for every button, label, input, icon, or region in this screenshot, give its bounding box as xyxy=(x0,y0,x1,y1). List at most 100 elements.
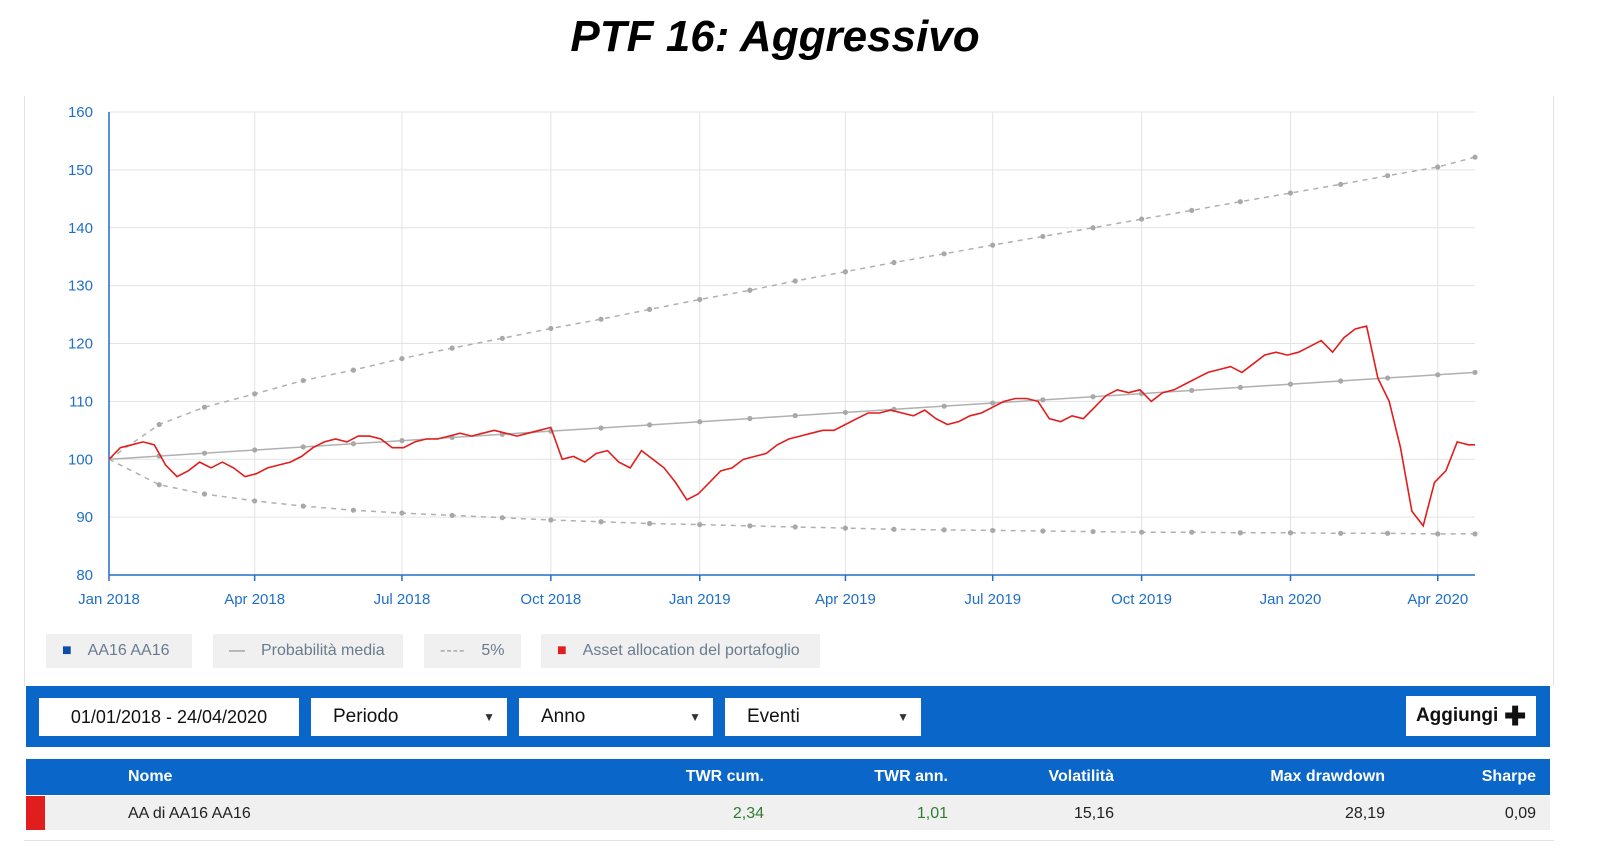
series-point xyxy=(646,520,653,527)
series-point xyxy=(697,522,703,528)
axes xyxy=(108,112,1475,581)
periodo-select[interactable]: Periodo ▼ xyxy=(311,698,507,736)
legend-square-icon: ■ xyxy=(62,642,72,659)
legend-line-icon: — xyxy=(229,642,245,659)
series-line xyxy=(108,325,1475,528)
series-point xyxy=(350,507,356,513)
series-point xyxy=(1338,530,1344,536)
legend-label: Probabilità media xyxy=(261,642,385,659)
series-point xyxy=(499,515,505,521)
y-tick-label: 80 xyxy=(76,567,93,584)
series-point xyxy=(399,438,405,444)
series-point xyxy=(499,335,505,341)
series-point xyxy=(1385,375,1391,381)
header-max-drawdown[interactable]: Max drawdown xyxy=(1270,768,1385,785)
y-tick-label: 160 xyxy=(68,104,93,121)
series-point xyxy=(1338,181,1344,187)
table-row[interactable]: AA di AA16 AA16 2,34 1,01 15,16 28,19 0,… xyxy=(26,796,1550,830)
legend-square-icon: ■ xyxy=(557,642,567,659)
series-point xyxy=(156,421,162,428)
aggiungi-button[interactable]: Aggiungi ✚ xyxy=(1406,696,1536,736)
series-color-marker xyxy=(26,796,45,830)
header-twr-ann[interactable]: TWR ann. xyxy=(874,768,948,785)
x-tick-label: Apr 2020 xyxy=(1407,591,1468,608)
series-point xyxy=(792,524,798,530)
series-point xyxy=(1472,531,1478,537)
series-point xyxy=(449,512,455,518)
legend-item-aa16[interactable]: ■ AA16 AA16 xyxy=(46,634,192,668)
series-point xyxy=(201,404,208,410)
frame-left-border xyxy=(24,96,25,686)
series-point xyxy=(252,391,258,397)
header-twr-cum[interactable]: TWR cum. xyxy=(685,768,764,785)
cell-nome: AA di AA16 AA16 xyxy=(128,805,251,822)
series-point xyxy=(1385,173,1391,179)
series-line xyxy=(108,458,1475,535)
series-point xyxy=(1138,216,1145,222)
cell-max-drawdown: 28,19 xyxy=(1344,805,1385,822)
header-sharpe[interactable]: Sharpe xyxy=(1481,768,1536,785)
legend-dashed-line-icon: ---- xyxy=(440,642,466,659)
series-point xyxy=(1090,394,1096,400)
series-point xyxy=(548,325,554,332)
series-point xyxy=(1338,378,1344,384)
page-title: PTF 16: Aggressivo xyxy=(570,12,980,61)
series-point xyxy=(747,523,753,529)
series-point xyxy=(449,345,455,351)
filter-toolbar: 01/01/2018 - 24/04/2020 Periodo ▼ Anno ▼… xyxy=(26,686,1550,747)
cell-twr-ann: 1,01 xyxy=(916,805,948,822)
series-point xyxy=(1090,225,1096,231)
y-tick-label: 110 xyxy=(69,393,93,410)
cell-twr-cum: 2,34 xyxy=(732,805,764,822)
y-tick-label: 90 xyxy=(76,509,93,526)
x-tick-label: Jan 2020 xyxy=(1260,591,1322,608)
series-point xyxy=(1435,531,1441,537)
series-point xyxy=(1040,528,1046,534)
series-point xyxy=(747,415,753,422)
series-point xyxy=(252,498,258,504)
series-point xyxy=(1287,190,1294,196)
series-point xyxy=(1090,528,1096,535)
series-point xyxy=(598,519,604,525)
series-point xyxy=(646,306,653,312)
series-point xyxy=(350,441,356,447)
series-point xyxy=(1189,387,1195,394)
x-tick-label: Jul 2019 xyxy=(964,591,1021,608)
series-point xyxy=(350,367,356,373)
series-point xyxy=(941,527,947,533)
x-tick-label: Jul 2018 xyxy=(374,591,431,608)
legend-item-probabilita-media[interactable]: — Probabilità media xyxy=(213,634,403,668)
table-header: Nome TWR cum. TWR ann. Volatilità Max dr… xyxy=(26,759,1550,795)
x-tick-label: Apr 2019 xyxy=(815,591,876,608)
legend-item-5-percent[interactable]: ---- 5% xyxy=(424,634,521,668)
series-point xyxy=(990,400,996,406)
x-tick-label: Oct 2018 xyxy=(520,591,581,608)
series-point xyxy=(1287,381,1294,387)
series-point xyxy=(792,278,798,284)
series-point xyxy=(399,355,405,362)
x-tick-label: Jan 2019 xyxy=(669,591,731,608)
series-point xyxy=(548,517,554,523)
series-point xyxy=(598,316,604,322)
series-point xyxy=(891,259,897,266)
caret-down-icon: ▼ xyxy=(689,710,701,724)
series-point xyxy=(697,296,703,303)
y-tick-label: 100 xyxy=(68,451,93,468)
anno-select[interactable]: Anno ▼ xyxy=(519,698,713,736)
legend-item-asset-allocation[interactable]: ■ Asset allocation del portafoglio xyxy=(541,634,820,668)
x-tick-label: Oct 2019 xyxy=(1111,591,1172,608)
y-tick-label: 150 xyxy=(68,162,93,179)
legend-label: Asset allocation del portafoglio xyxy=(582,642,800,659)
series-point xyxy=(201,450,208,456)
series-point xyxy=(941,403,947,409)
header-volatilita[interactable]: Volatilità xyxy=(1048,768,1115,785)
grid-lines xyxy=(108,111,1475,576)
eventi-select[interactable]: Eventi ▼ xyxy=(725,698,921,736)
series-point xyxy=(1040,397,1046,403)
date-range-input[interactable]: 01/01/2018 - 24/04/2020 xyxy=(39,698,299,736)
series-point xyxy=(697,419,703,425)
header-nome[interactable]: Nome xyxy=(128,768,173,785)
series-point xyxy=(941,251,947,257)
cell-volatilita: 15,16 xyxy=(1073,805,1114,822)
legend-label: AA16 AA16 xyxy=(87,642,170,659)
